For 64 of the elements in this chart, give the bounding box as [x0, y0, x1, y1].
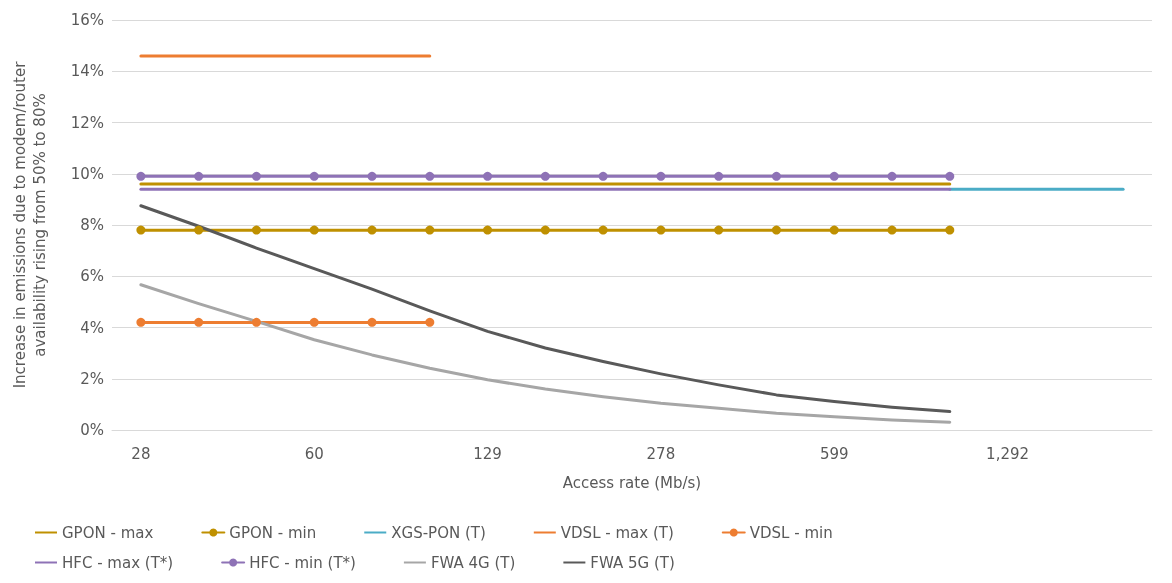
legend-label: XGS-PON (T)	[391, 523, 486, 542]
point	[251, 225, 261, 235]
y-tick-label: 8%	[80, 216, 104, 234]
point	[771, 171, 781, 181]
point	[887, 225, 897, 235]
point	[483, 225, 493, 235]
point	[656, 225, 666, 235]
point	[136, 171, 146, 181]
legend-label: FWA 4G (T)	[430, 553, 516, 572]
point	[598, 225, 608, 235]
point	[945, 225, 955, 235]
point	[714, 225, 724, 235]
point	[425, 317, 435, 327]
point	[829, 225, 839, 235]
point	[251, 171, 261, 181]
point	[887, 171, 897, 181]
y-axis-title: Increase in emissions due to modem/router availability rising from 50% to 80%	[11, 60, 49, 389]
x-tick-label: 129	[473, 444, 502, 463]
point	[367, 171, 377, 181]
y-tick-label: 6%	[80, 267, 104, 286]
point	[251, 317, 261, 327]
point	[136, 225, 146, 235]
point	[714, 171, 724, 181]
legend-label: FWA 5G (T)	[590, 553, 675, 572]
x-tick-label: 28	[131, 444, 151, 463]
point	[367, 317, 377, 327]
point	[367, 225, 377, 235]
legend-label: HFC - max (T*)	[62, 553, 174, 572]
point	[194, 317, 204, 327]
point	[425, 171, 435, 181]
line-series	[139, 283, 952, 424]
legend-label: GPON - max	[62, 523, 154, 542]
x-tick-label: 60	[304, 444, 324, 463]
x-tick-label: 278	[646, 444, 676, 463]
point	[425, 225, 435, 235]
y-tick-label: 16%	[70, 11, 104, 29]
y-tick-label: 12%	[70, 113, 104, 132]
point	[194, 225, 204, 235]
point	[309, 225, 319, 235]
x-tick-label: 1,292	[986, 444, 1030, 463]
point	[309, 171, 319, 181]
legend-label: HFC - min (T*)	[249, 553, 356, 572]
point	[945, 171, 955, 181]
legend-label: GPON - min	[229, 523, 317, 542]
y-tick-label: 0%	[80, 421, 104, 439]
point	[194, 171, 204, 181]
point	[771, 225, 781, 235]
legend-label: VDSL - min	[749, 523, 833, 542]
y-tick-label: 2%	[80, 369, 104, 388]
point	[309, 317, 319, 327]
x-axis-title: Access rate (Mb/s)	[562, 473, 702, 492]
line-series	[139, 204, 952, 414]
point	[540, 225, 550, 235]
y-tick-label: 10%	[70, 164, 104, 183]
y-tick-label: 14%	[70, 62, 104, 81]
point	[540, 171, 550, 181]
x-tick-label: 599	[819, 444, 849, 463]
legend-label: VDSL - max (T)	[560, 523, 674, 542]
point	[656, 171, 666, 181]
point	[483, 171, 493, 181]
y-tick-label: 4%	[80, 318, 104, 337]
point	[598, 171, 608, 181]
point	[829, 171, 839, 181]
point	[136, 317, 146, 327]
